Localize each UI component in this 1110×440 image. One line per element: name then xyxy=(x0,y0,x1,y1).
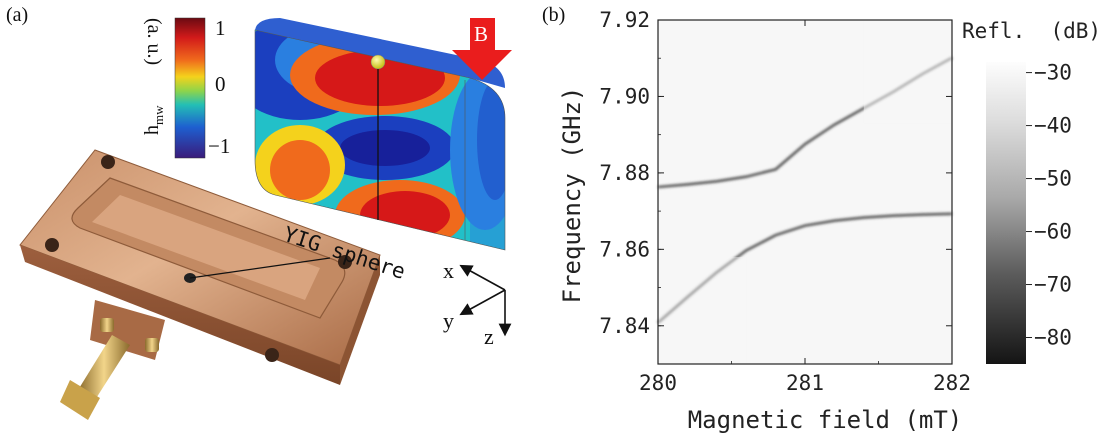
axis-z-label: z xyxy=(484,324,494,349)
x-tick-label: 282 xyxy=(933,371,971,395)
colorbar-tick-label: −40 xyxy=(1034,114,1072,138)
hmw-tick-mid: 0 xyxy=(215,72,226,96)
colorbar-tick-label: −80 xyxy=(1034,326,1072,350)
x-tick-label: 281 xyxy=(786,371,824,395)
y-tick-label: 7.90 xyxy=(599,84,650,108)
panel-b-label: (b) xyxy=(542,4,566,26)
refl-colorbar xyxy=(986,62,1026,364)
colorbar-tick-label: −70 xyxy=(1034,273,1072,297)
x-axis-title: Magnetic field (mT) xyxy=(688,406,963,434)
lower-branch-line xyxy=(657,212,953,324)
axis-y-label: y xyxy=(443,308,454,333)
colorbar-tick-label: −60 xyxy=(1034,220,1072,244)
hmw-tick-top: 1 xyxy=(215,16,226,40)
hmw-tick-bottom: −1 xyxy=(208,134,231,158)
y-tick-label: 7.84 xyxy=(599,314,650,338)
colorbar-tick-label: −30 xyxy=(1034,61,1072,85)
y-tick-label: 7.88 xyxy=(599,161,650,185)
panel-a-label: (a) xyxy=(6,4,29,26)
y-tick-label: 7.86 xyxy=(599,237,650,261)
y-axis-title: Frequency (GHz) xyxy=(558,87,586,304)
lower-branch-fade xyxy=(658,256,747,364)
x-tick-label: 280 xyxy=(639,371,677,395)
y-tick-label: 7.92 xyxy=(599,8,650,32)
refl-colorbar-title: Refl. (dB) xyxy=(962,19,1101,43)
axis-x-label: x xyxy=(443,258,454,283)
colorbar-tick-label: −50 xyxy=(1034,167,1072,191)
upper-branch-fade xyxy=(863,20,952,124)
b-field-label: B xyxy=(474,22,489,46)
